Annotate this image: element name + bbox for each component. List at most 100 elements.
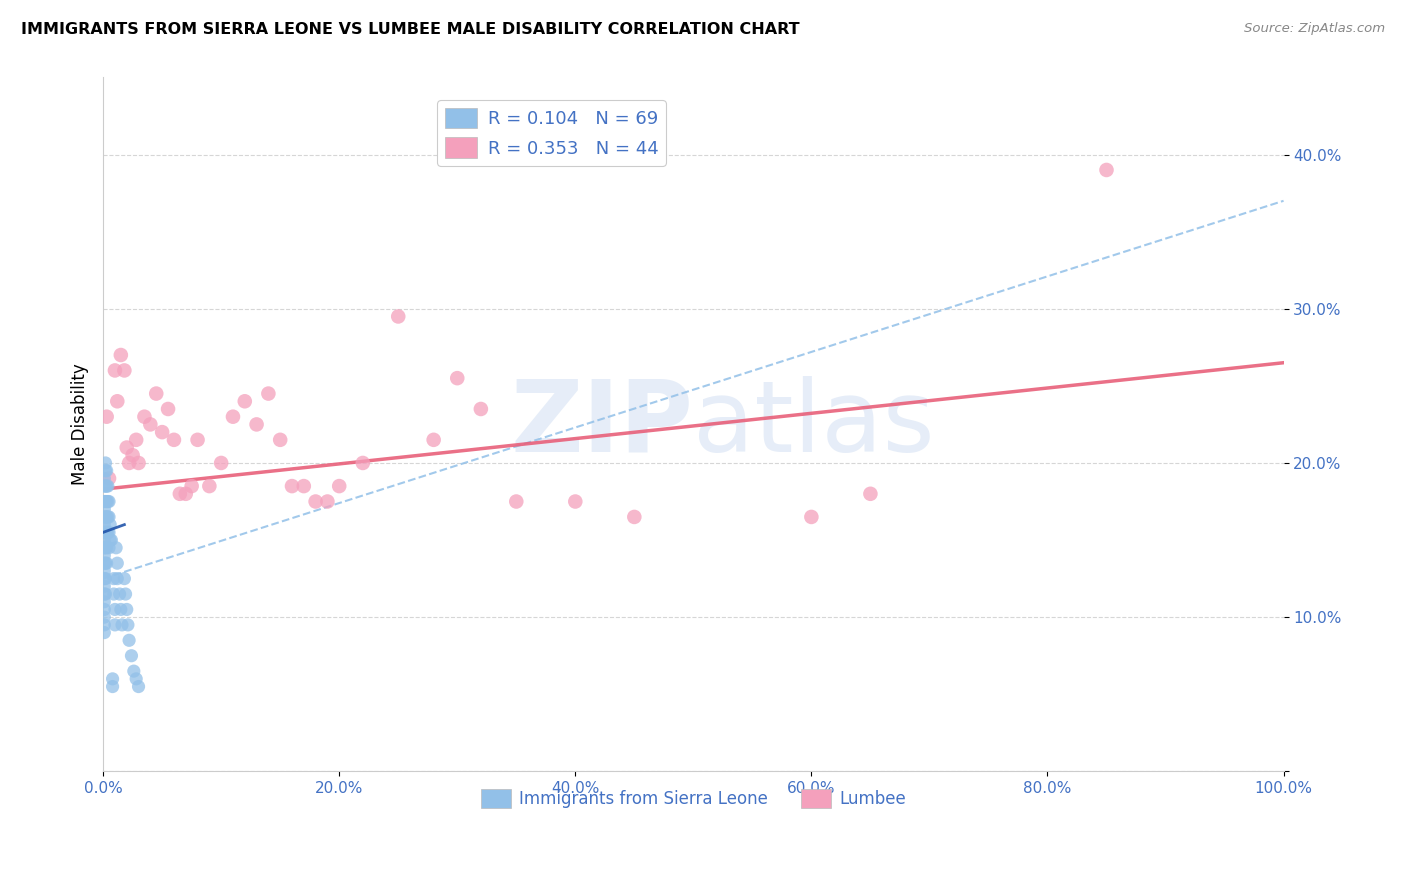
Point — [112, 572, 135, 586]
Point — [257, 386, 280, 401]
Point — [94, 494, 117, 508]
Point — [316, 494, 339, 508]
Text: IMMIGRANTS FROM SIERRA LEONE VS LUMBEE MALE DISABILITY CORRELATION CHART: IMMIGRANTS FROM SIERRA LEONE VS LUMBEE M… — [21, 22, 800, 37]
Point — [103, 572, 125, 586]
Point — [97, 510, 120, 524]
Point — [105, 556, 128, 570]
Point — [94, 541, 117, 555]
Point — [233, 394, 256, 409]
Point — [105, 572, 128, 586]
Point — [187, 433, 209, 447]
Point — [564, 494, 586, 508]
Text: Source: ZipAtlas.com: Source: ZipAtlas.com — [1244, 22, 1385, 36]
Point — [115, 441, 138, 455]
Point — [93, 471, 115, 485]
Point — [94, 572, 117, 586]
Point — [115, 602, 138, 616]
Point — [150, 425, 173, 439]
Point — [352, 456, 374, 470]
Point — [96, 479, 118, 493]
Point — [94, 587, 117, 601]
Point — [139, 417, 162, 432]
Point — [93, 625, 115, 640]
Point — [96, 525, 118, 540]
Point — [304, 494, 326, 508]
Point — [94, 456, 117, 470]
Legend: Immigrants from Sierra Leone, Lumbee: Immigrants from Sierra Leone, Lumbee — [474, 782, 912, 815]
Point — [93, 525, 115, 540]
Point — [222, 409, 245, 424]
Point — [105, 541, 128, 555]
Point — [104, 618, 127, 632]
Point — [94, 556, 117, 570]
Point — [93, 556, 115, 570]
Point — [169, 487, 191, 501]
Y-axis label: Male Disability: Male Disability — [72, 364, 89, 485]
Point — [98, 525, 121, 540]
Point — [96, 464, 118, 478]
Point — [94, 464, 117, 478]
Point — [422, 433, 444, 447]
Point — [101, 672, 124, 686]
Point — [93, 564, 115, 578]
Point — [93, 479, 115, 493]
Point — [93, 572, 115, 586]
Point — [245, 417, 267, 432]
Point — [93, 502, 115, 516]
Point — [174, 487, 197, 501]
Point — [98, 517, 121, 532]
Point — [292, 479, 315, 493]
Point — [125, 672, 148, 686]
Point — [128, 680, 150, 694]
Point — [93, 533, 115, 547]
Point — [93, 595, 115, 609]
Point — [121, 448, 143, 462]
Point — [505, 494, 527, 508]
Point — [93, 517, 115, 532]
Point — [96, 409, 118, 424]
Point — [98, 494, 121, 508]
Point — [97, 479, 120, 493]
Point — [281, 479, 304, 493]
Point — [93, 549, 115, 563]
Point — [134, 409, 156, 424]
Point — [120, 648, 142, 663]
Point — [104, 602, 127, 616]
Point — [118, 456, 141, 470]
Point — [128, 456, 150, 470]
Point — [157, 402, 180, 417]
Point — [98, 533, 121, 547]
Point — [110, 602, 132, 616]
Point — [93, 602, 115, 616]
Point — [105, 394, 128, 409]
Text: ZIP: ZIP — [510, 376, 693, 473]
Point — [93, 541, 115, 555]
Point — [94, 525, 117, 540]
Point — [96, 556, 118, 570]
Point — [110, 348, 132, 362]
Point — [198, 479, 221, 493]
Point — [100, 533, 122, 547]
Point — [108, 587, 131, 601]
Point — [800, 510, 823, 524]
Point — [93, 510, 115, 524]
Point — [96, 510, 118, 524]
Point — [93, 587, 115, 601]
Point — [446, 371, 468, 385]
Point — [98, 510, 121, 524]
Point — [96, 494, 118, 508]
Point — [112, 363, 135, 377]
Point — [114, 587, 136, 601]
Point — [97, 494, 120, 508]
Point — [470, 402, 492, 417]
Point — [859, 487, 882, 501]
Point — [117, 618, 139, 632]
Point — [93, 618, 115, 632]
Point — [387, 310, 409, 324]
Point — [103, 587, 125, 601]
Point — [145, 386, 167, 401]
Point — [97, 525, 120, 540]
Point — [122, 664, 145, 678]
Point — [94, 510, 117, 524]
Point — [93, 610, 115, 624]
